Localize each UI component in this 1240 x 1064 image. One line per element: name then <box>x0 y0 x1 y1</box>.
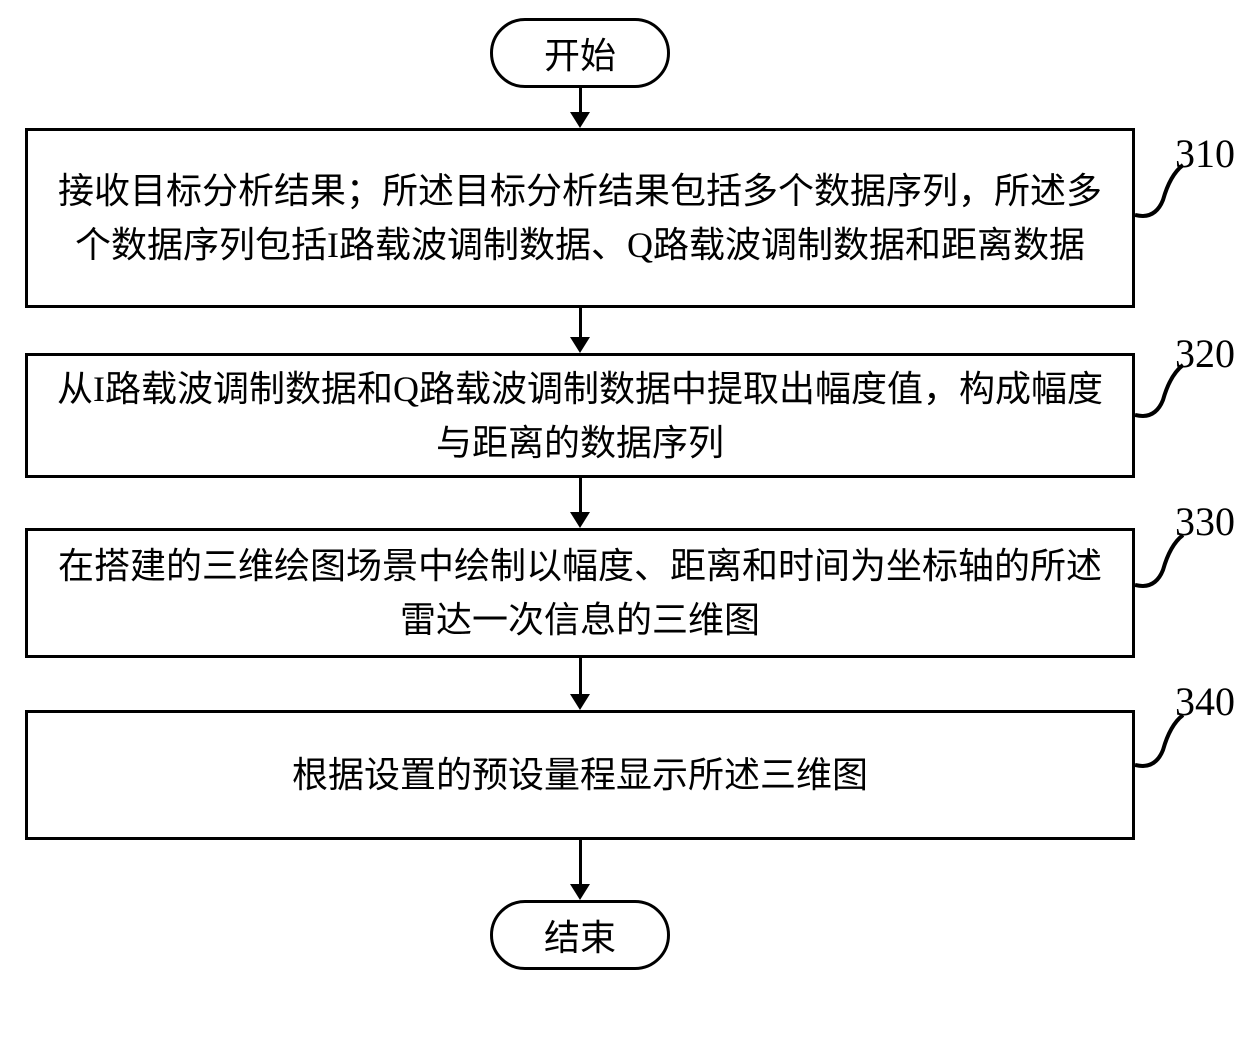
arrow-line <box>579 658 582 696</box>
start-label: 开始 <box>544 27 616 79</box>
brace-icon <box>1135 705 1185 775</box>
process-320-text: 从I路载波调制数据和Q路载波调制数据中提取出幅度值，构成幅度与距离的数据序列 <box>48 362 1112 470</box>
start-terminal: 开始 <box>490 18 670 88</box>
process-340: 根据设置的预设量程显示所述三维图 <box>25 710 1135 840</box>
arrow-head <box>570 112 590 128</box>
end-label: 结束 <box>544 909 616 961</box>
arrow-head <box>570 884 590 900</box>
process-340-text: 根据设置的预设量程显示所述三维图 <box>292 748 868 802</box>
arrow-line <box>579 308 582 339</box>
arrow-head <box>570 337 590 353</box>
brace-icon <box>1135 355 1185 425</box>
process-310-text: 接收目标分析结果；所述目标分析结果包括多个数据序列，所述多个数据序列包括I路载波… <box>48 164 1112 272</box>
brace-icon <box>1135 155 1185 225</box>
process-330-text: 在搭建的三维绘图场景中绘制以幅度、距离和时间为坐标轴的所述雷达一次信息的三维图 <box>48 539 1112 647</box>
brace-icon <box>1135 525 1185 595</box>
arrow-head <box>570 512 590 528</box>
arrow-line <box>579 840 582 886</box>
process-310: 接收目标分析结果；所述目标分析结果包括多个数据序列，所述多个数据序列包括I路载波… <box>25 128 1135 308</box>
arrow-line <box>579 88 582 114</box>
end-terminal: 结束 <box>490 900 670 970</box>
process-330: 在搭建的三维绘图场景中绘制以幅度、距离和时间为坐标轴的所述雷达一次信息的三维图 <box>25 528 1135 658</box>
process-320: 从I路载波调制数据和Q路载波调制数据中提取出幅度值，构成幅度与距离的数据序列 <box>25 353 1135 478</box>
arrow-line <box>579 478 582 514</box>
arrow-head <box>570 694 590 710</box>
flowchart-container: 开始 接收目标分析结果；所述目标分析结果包括多个数据序列，所述多个数据序列包括I… <box>0 0 1240 1064</box>
